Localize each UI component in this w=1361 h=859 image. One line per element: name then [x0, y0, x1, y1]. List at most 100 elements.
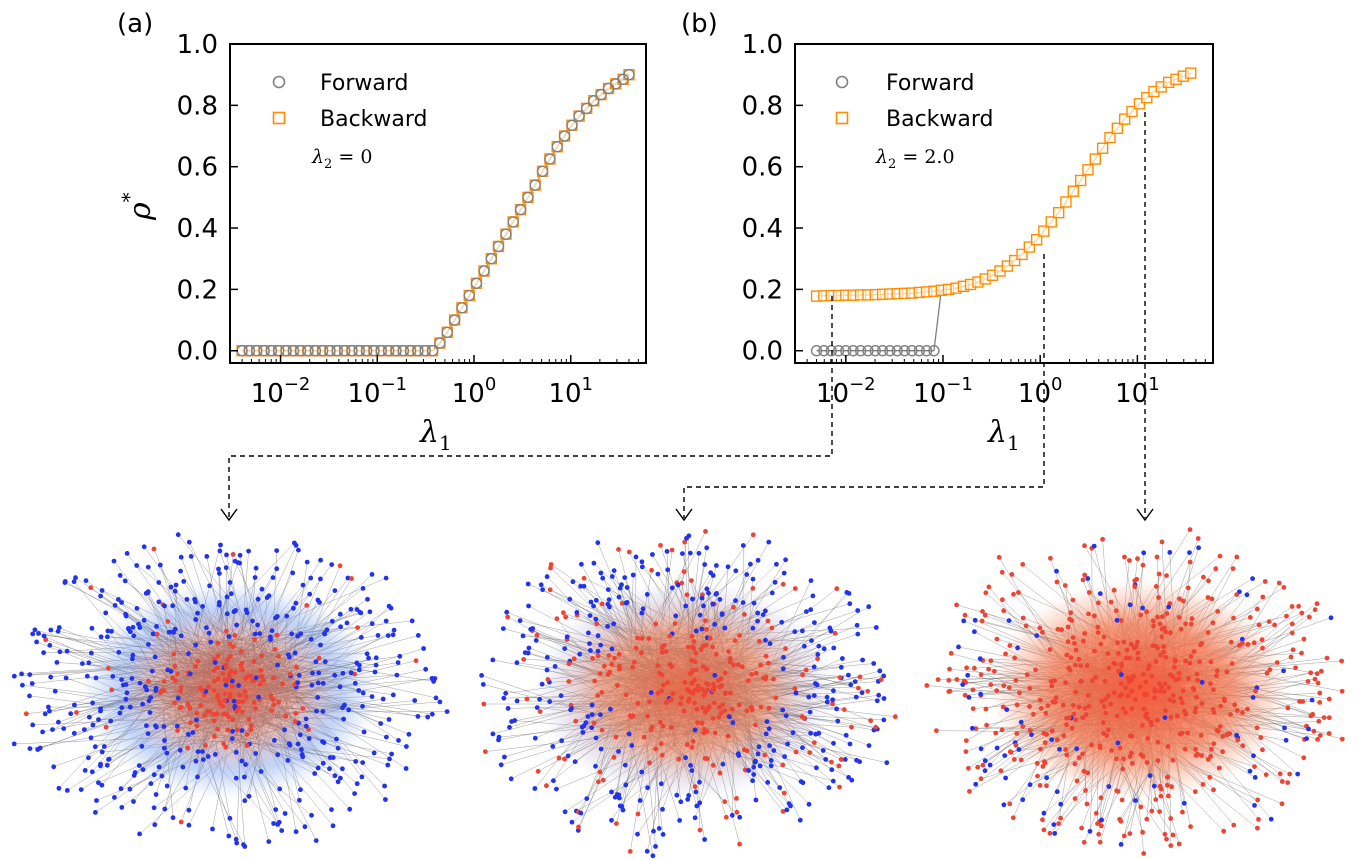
node-susceptible	[298, 787, 303, 793]
node-infected	[1159, 684, 1165, 690]
node-susceptible	[583, 720, 589, 726]
node-infected	[1193, 746, 1198, 752]
node-susceptible	[385, 762, 391, 768]
node-susceptible	[797, 817, 803, 823]
node-susceptible	[266, 839, 272, 844]
node-susceptible	[580, 730, 586, 735]
node-infected	[280, 681, 285, 687]
point-forward	[404, 345, 417, 357]
node-susceptible	[699, 626, 705, 632]
node-infected	[1215, 609, 1221, 614]
node-susceptible	[342, 702, 347, 708]
node-susceptible	[764, 719, 770, 724]
node-susceptible	[479, 673, 484, 678]
x-tick-label: 10−1	[347, 374, 407, 409]
node-infected	[615, 683, 620, 688]
node-susceptible	[589, 712, 595, 717]
node-infected	[734, 809, 740, 815]
node-infected	[993, 730, 999, 736]
node-susceptible	[1006, 618, 1012, 623]
arrowhead-low	[220, 508, 238, 522]
node-susceptible	[735, 751, 741, 757]
node-infected	[172, 700, 178, 706]
point-forward	[869, 345, 881, 357]
node-infected	[1129, 733, 1135, 739]
node-infected	[645, 713, 650, 719]
point-forward	[353, 345, 366, 357]
node-susceptible	[403, 766, 409, 771]
node-infected	[1078, 663, 1084, 668]
node-susceptible	[437, 699, 443, 705]
node-infected	[248, 727, 254, 732]
node-susceptible	[279, 828, 285, 833]
y-tick-label: 0.2	[177, 275, 218, 305]
node-susceptible	[881, 673, 887, 679]
node-susceptible	[127, 629, 133, 635]
node-susceptible	[224, 611, 230, 617]
node-infected	[206, 684, 212, 690]
node-susceptible	[831, 740, 836, 746]
point-forward	[382, 345, 395, 357]
node-susceptible	[780, 666, 786, 672]
node-infected	[1166, 793, 1171, 799]
node-infected	[1064, 652, 1070, 658]
node-infected	[1024, 672, 1030, 677]
node-susceptible	[224, 594, 230, 600]
node-infected	[1014, 702, 1020, 708]
node-susceptible	[148, 781, 154, 786]
node-infected	[996, 555, 1002, 560]
node-infected	[682, 539, 688, 545]
node-susceptible	[719, 612, 725, 617]
node-infected	[986, 584, 992, 590]
node-susceptible	[345, 575, 351, 581]
panel-a: (a) 0.00.20.40.60.81.0 10−2 10−1 100 101 ρ*…	[117, 9, 647, 455]
node-infected	[1186, 676, 1191, 681]
node-infected	[1044, 783, 1049, 789]
node-susceptible	[226, 634, 232, 639]
node-susceptible	[172, 588, 178, 594]
node-susceptible	[1166, 604, 1172, 610]
node-infected	[1086, 703, 1092, 709]
node-infected	[1060, 702, 1066, 708]
node-susceptible	[382, 783, 387, 789]
node-susceptible	[231, 698, 237, 704]
node-infected	[736, 702, 742, 708]
node-susceptible	[233, 749, 239, 755]
node-infected	[1157, 809, 1162, 814]
node-infected	[717, 704, 722, 710]
node-susceptible	[318, 576, 323, 582]
node-susceptible	[195, 749, 201, 754]
node-susceptible	[316, 670, 322, 676]
node-infected	[722, 799, 728, 805]
axes-frame-a	[229, 43, 647, 364]
node-infected	[1339, 736, 1345, 742]
node-infected	[717, 770, 723, 776]
node-susceptible	[584, 796, 590, 801]
node-infected	[1164, 836, 1169, 842]
node-infected	[1098, 641, 1104, 647]
node-infected	[1068, 610, 1074, 615]
node-susceptible	[877, 668, 883, 674]
node-infected	[769, 625, 775, 631]
node-susceptible	[306, 736, 312, 741]
node-susceptible	[232, 704, 238, 709]
node-infected	[1272, 622, 1277, 628]
point-backward	[1030, 233, 1043, 246]
node-infected	[594, 621, 600, 627]
node-susceptible	[855, 631, 861, 637]
node-infected	[705, 687, 710, 693]
node-susceptible	[429, 711, 435, 717]
node-infected	[1114, 756, 1119, 762]
node-susceptible	[757, 763, 763, 769]
node-susceptible	[284, 613, 290, 619]
node-susceptible	[332, 672, 338, 678]
node-susceptible	[755, 610, 761, 616]
node-infected	[1063, 747, 1068, 752]
node-susceptible	[1328, 615, 1334, 621]
node-infected	[695, 720, 700, 725]
node-infected	[606, 653, 612, 658]
node-infected	[635, 811, 641, 817]
node-infected	[1072, 796, 1078, 801]
node-infected	[1161, 644, 1167, 649]
point-backward	[1141, 91, 1153, 104]
